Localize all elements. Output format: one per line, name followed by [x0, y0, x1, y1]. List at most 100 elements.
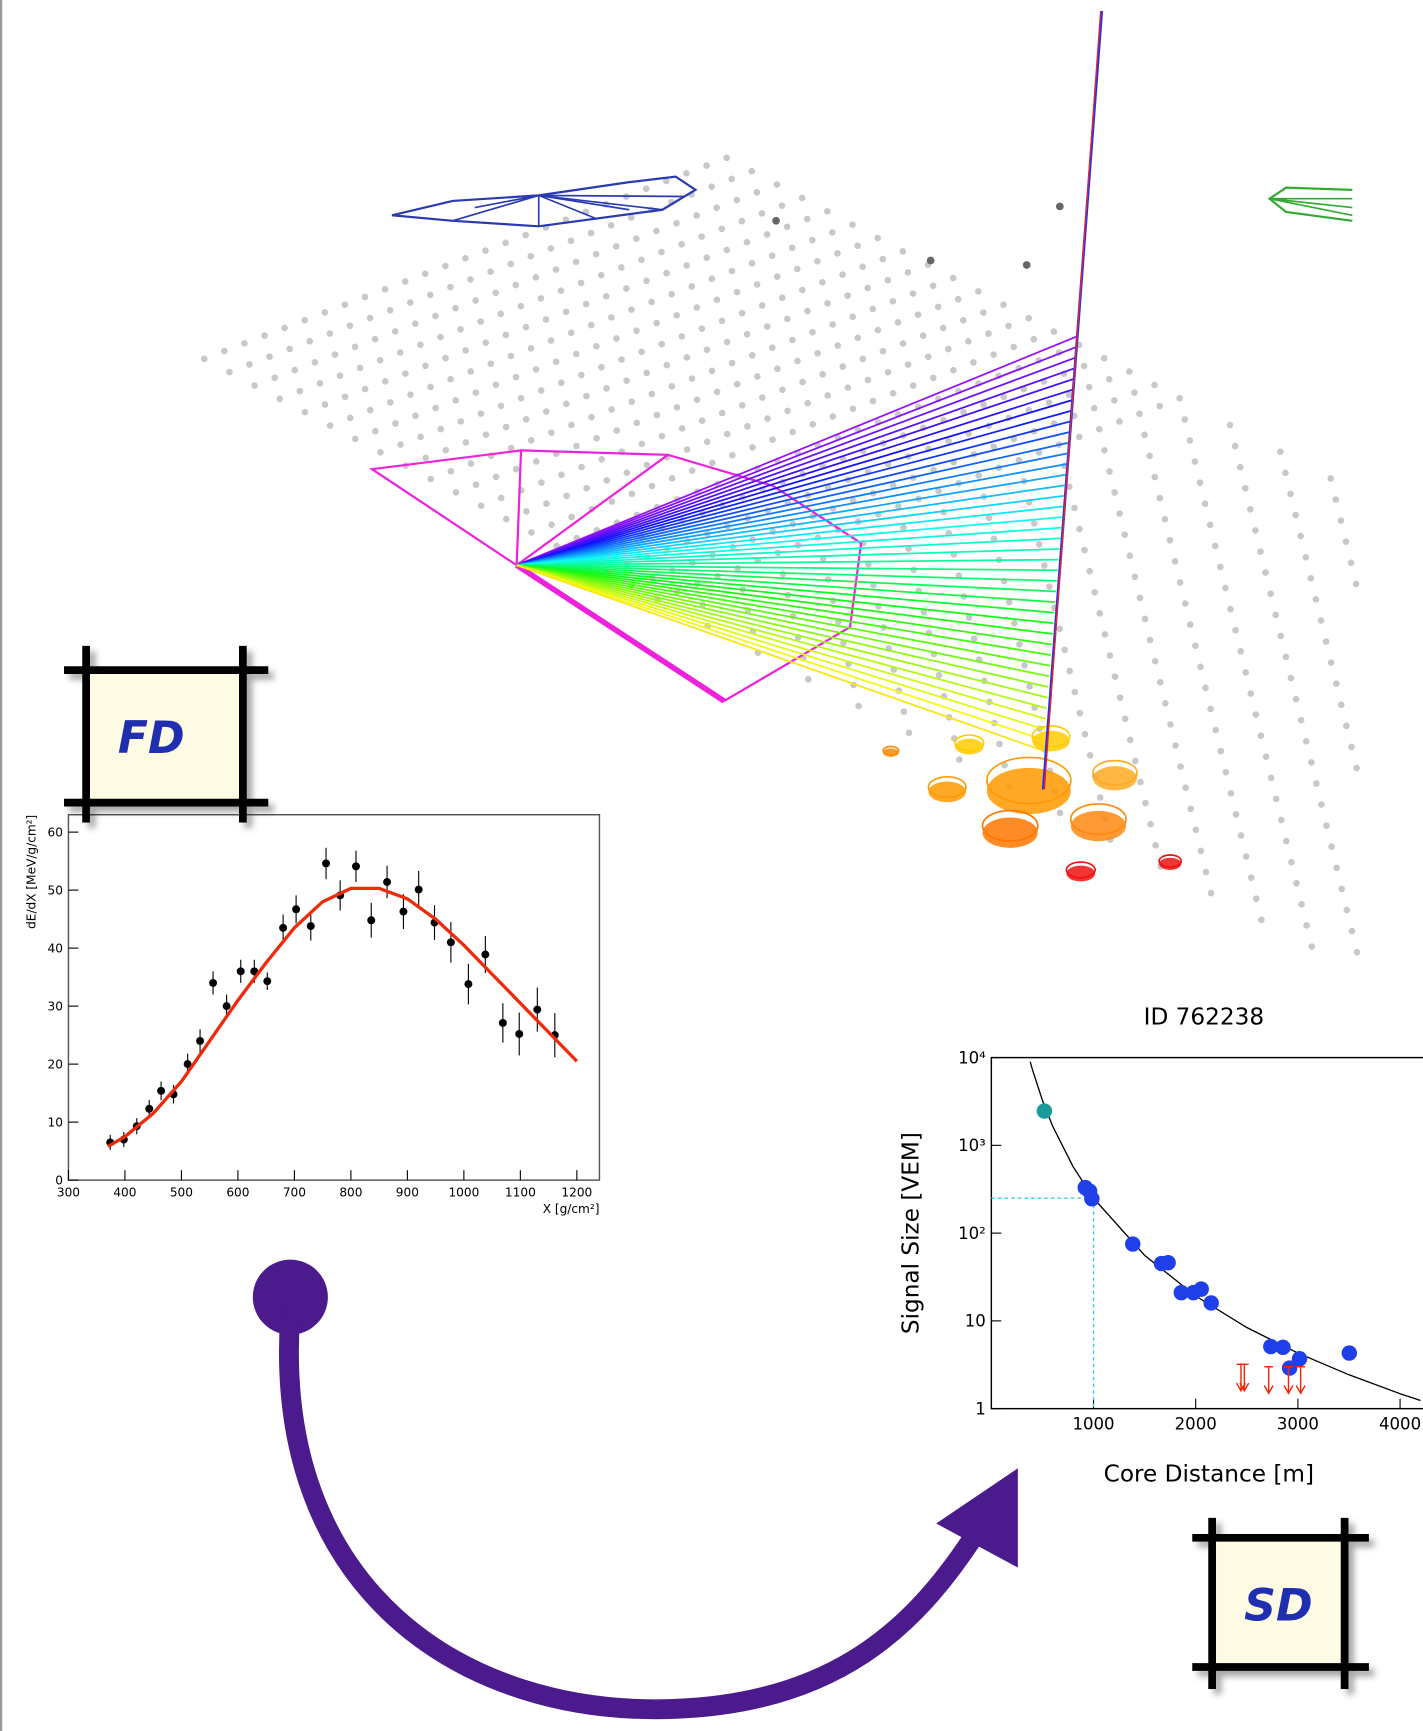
- detector-station: [769, 436, 776, 443]
- y-tick-label: 20: [47, 1057, 62, 1071]
- detector-station: [1077, 710, 1084, 717]
- detector-station: [1253, 711, 1260, 718]
- detector-station: [1091, 589, 1098, 596]
- detector-station: [1192, 458, 1199, 465]
- detector-station: [679, 425, 686, 432]
- detector-station: [653, 228, 660, 235]
- detector-station: [1258, 917, 1265, 924]
- detector-station: [936, 672, 943, 679]
- detector-station: [618, 264, 625, 271]
- detector-station: [829, 321, 836, 328]
- detector-station: [312, 359, 319, 366]
- detector-station: [432, 313, 439, 320]
- detector-station: [603, 477, 610, 484]
- detector-station: [1187, 621, 1194, 628]
- detector-station: [739, 310, 746, 317]
- detector-station: [794, 358, 801, 365]
- detector-station: [1198, 848, 1205, 855]
- detector-station: [527, 253, 534, 260]
- detector-station: [699, 325, 706, 332]
- detector-station: [523, 324, 530, 331]
- detector-station: [317, 380, 324, 387]
- detector-station: [1263, 753, 1270, 760]
- detector-station: [1252, 527, 1259, 534]
- detector-station: [573, 259, 580, 266]
- detector-station: [503, 332, 510, 339]
- detector-station: [1228, 790, 1235, 797]
- y-tick-label: 10²: [958, 1224, 986, 1243]
- detector-station: [1343, 538, 1350, 545]
- y-tick-label: 60: [47, 825, 62, 839]
- x-tick-label: 1100: [505, 1186, 536, 1200]
- detector-station: [975, 288, 982, 295]
- y-tick-label: 10: [47, 1115, 62, 1129]
- detector-station: [830, 597, 837, 604]
- detector-station: [422, 455, 429, 462]
- detector-station: [980, 309, 987, 316]
- detector-station: [407, 391, 414, 398]
- detector-station: [925, 353, 932, 360]
- detector-station: [1327, 475, 1334, 482]
- data-point: [157, 1087, 165, 1095]
- detector-station: [1147, 821, 1154, 828]
- detector-station: [734, 289, 741, 296]
- detector-station: [669, 475, 676, 482]
- detector-station: [306, 338, 313, 345]
- detector-station: [1277, 448, 1284, 455]
- detector-station: [764, 231, 771, 238]
- data-point: [145, 1105, 153, 1113]
- detector-station: [648, 391, 655, 398]
- detector-station: [668, 291, 675, 298]
- y-tick-label: 10⁴: [958, 1048, 986, 1067]
- detector-station: [688, 283, 695, 290]
- data-point: [447, 938, 455, 946]
- detector-station: [719, 410, 726, 417]
- data-point: [307, 922, 315, 930]
- detector-station: [1248, 874, 1255, 881]
- detector-station: [1207, 706, 1214, 713]
- detector-station: [1262, 569, 1269, 576]
- detector-station: [1344, 907, 1351, 914]
- detector-station: [512, 282, 519, 289]
- active-station: [927, 257, 935, 265]
- detector-station: [849, 313, 856, 320]
- detector-station: [387, 307, 394, 314]
- detector-station: [578, 280, 585, 287]
- detector-station: [884, 277, 891, 284]
- detector-station: [1167, 721, 1174, 728]
- detector-station: [1152, 842, 1159, 849]
- detector-station: [442, 355, 449, 362]
- charts: 0102030405060300400500600700800900100011…: [24, 815, 1423, 1488]
- data-point: [1125, 1236, 1140, 1251]
- detector-station: [593, 251, 600, 258]
- detector-station: [709, 368, 716, 375]
- detector-station: [739, 218, 746, 225]
- detector-station: [900, 248, 907, 255]
- detector-station: [1151, 382, 1158, 389]
- data-point: [1084, 1191, 1099, 1206]
- detector-station: [1087, 752, 1094, 759]
- detector-station: [1202, 685, 1209, 692]
- detector-station: [528, 529, 535, 536]
- detector-station: [1187, 805, 1194, 812]
- detector-station: [624, 469, 631, 476]
- detector-station: [718, 226, 725, 233]
- detector-station: [829, 229, 836, 236]
- detector-station: [930, 283, 937, 290]
- detector-station: [764, 415, 771, 422]
- detector-station: [553, 358, 560, 365]
- event-display: [201, 11, 1360, 955]
- detector-station: [1126, 552, 1133, 559]
- y-axis-label: Signal Size [VEM]: [897, 1132, 924, 1334]
- detector-station: [463, 439, 470, 446]
- detector-station: [588, 414, 595, 421]
- detector-station: [1097, 794, 1104, 801]
- detector-station: [518, 303, 525, 310]
- detector-station: [724, 431, 731, 438]
- detector-station: [819, 371, 826, 378]
- detector-station: [1267, 590, 1274, 597]
- detector-station: [1212, 543, 1219, 550]
- detector-station: [493, 382, 500, 389]
- detector-station: [996, 741, 1003, 748]
- detector-station: [1273, 796, 1280, 803]
